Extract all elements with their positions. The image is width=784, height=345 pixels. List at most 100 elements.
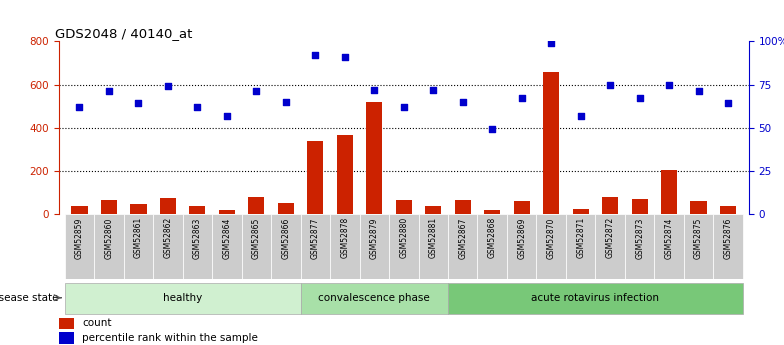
Text: GSM52866: GSM52866: [281, 217, 290, 258]
Bar: [566, 214, 595, 279]
Text: GSM52864: GSM52864: [223, 217, 231, 258]
Point: [604, 82, 616, 87]
Text: GSM52862: GSM52862: [163, 217, 172, 258]
Bar: [514, 201, 530, 214]
Bar: [219, 209, 235, 214]
Bar: [300, 283, 448, 314]
Point: [397, 104, 410, 110]
Bar: [595, 214, 625, 279]
Text: acute rotavirus infection: acute rotavirus infection: [532, 293, 659, 303]
Bar: [241, 214, 271, 279]
Point: [427, 87, 440, 92]
Bar: [602, 197, 619, 214]
Text: GSM52863: GSM52863: [193, 217, 201, 258]
Bar: [160, 198, 176, 214]
Bar: [330, 214, 360, 279]
Bar: [507, 214, 536, 279]
Bar: [448, 283, 742, 314]
Bar: [425, 206, 441, 214]
Point: [722, 101, 735, 106]
Bar: [477, 214, 507, 279]
Text: GSM52881: GSM52881: [429, 217, 437, 258]
Text: GSM52880: GSM52880: [399, 217, 408, 258]
Point: [132, 101, 145, 106]
Text: convalescence phase: convalescence phase: [318, 293, 430, 303]
Text: GSM52877: GSM52877: [310, 217, 320, 258]
Text: GSM52861: GSM52861: [134, 217, 143, 258]
Bar: [59, 332, 74, 344]
Bar: [249, 197, 264, 214]
Text: GSM52865: GSM52865: [252, 217, 261, 258]
Bar: [360, 214, 389, 279]
Point: [575, 113, 587, 118]
Bar: [419, 214, 448, 279]
Bar: [101, 200, 117, 214]
Point: [633, 96, 646, 101]
Text: percentile rank within the sample: percentile rank within the sample: [82, 333, 258, 343]
Point: [662, 82, 675, 87]
Bar: [572, 208, 589, 214]
Point: [456, 99, 469, 105]
Bar: [130, 204, 147, 214]
Bar: [632, 199, 648, 214]
Bar: [543, 71, 559, 214]
Bar: [684, 214, 713, 279]
Bar: [183, 214, 212, 279]
Bar: [71, 206, 88, 214]
Text: disease state: disease state: [0, 293, 58, 303]
Text: GSM52873: GSM52873: [635, 217, 644, 258]
Point: [191, 104, 204, 110]
Bar: [536, 214, 566, 279]
Bar: [336, 135, 353, 214]
Text: GSM52868: GSM52868: [488, 217, 497, 258]
Text: GSM52878: GSM52878: [340, 217, 350, 258]
Point: [692, 89, 705, 94]
Text: GSM52870: GSM52870: [546, 217, 556, 258]
Bar: [713, 214, 742, 279]
Bar: [484, 209, 500, 214]
Bar: [65, 214, 94, 279]
Point: [280, 99, 292, 105]
Bar: [720, 206, 736, 214]
Bar: [65, 283, 300, 314]
Point: [368, 87, 380, 92]
Bar: [278, 203, 294, 214]
Bar: [153, 214, 183, 279]
Point: [103, 89, 115, 94]
Text: GSM52871: GSM52871: [576, 217, 585, 258]
Bar: [389, 214, 419, 279]
Text: GSM52875: GSM52875: [694, 217, 703, 258]
Bar: [366, 102, 383, 214]
Text: GSM52879: GSM52879: [370, 217, 379, 258]
Point: [309, 52, 321, 58]
Text: healthy: healthy: [163, 293, 202, 303]
Bar: [661, 170, 677, 214]
Point: [486, 127, 499, 132]
Bar: [307, 141, 324, 214]
Point: [339, 54, 351, 60]
Point: [250, 89, 263, 94]
Text: GSM52867: GSM52867: [458, 217, 467, 258]
Bar: [212, 214, 241, 279]
Bar: [691, 201, 706, 214]
Bar: [455, 200, 471, 214]
Text: GDS2048 / 40140_at: GDS2048 / 40140_at: [56, 27, 193, 40]
Bar: [625, 214, 655, 279]
Point: [162, 83, 174, 89]
Bar: [396, 200, 412, 214]
Bar: [59, 318, 74, 329]
Bar: [271, 214, 300, 279]
Bar: [655, 214, 684, 279]
Bar: [448, 214, 477, 279]
Text: GSM52872: GSM52872: [606, 217, 615, 258]
Text: count: count: [82, 318, 112, 328]
Point: [73, 104, 85, 110]
Point: [515, 96, 528, 101]
Point: [545, 40, 557, 46]
Text: GSM52859: GSM52859: [75, 217, 84, 258]
Text: GSM52876: GSM52876: [724, 217, 732, 258]
Bar: [124, 214, 153, 279]
Bar: [94, 214, 124, 279]
Bar: [300, 214, 330, 279]
Bar: [189, 206, 205, 214]
